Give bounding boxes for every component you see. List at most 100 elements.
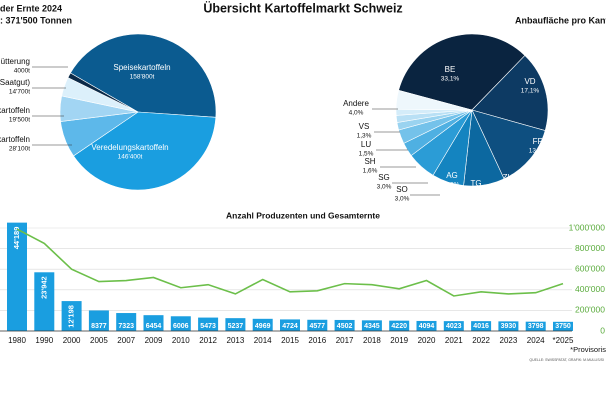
bar-value-label: 44'189 — [12, 227, 21, 250]
bar-value-label: 3798 — [528, 323, 544, 330]
slice-value-label: 17,1% — [521, 88, 540, 95]
bar — [416, 320, 437, 331]
slice-value-label: 6,2% — [445, 182, 460, 189]
bar — [7, 222, 27, 331]
x-tick-label: *2025 — [553, 336, 574, 345]
pie-slice — [398, 33, 526, 111]
bar — [225, 318, 246, 331]
bar — [252, 318, 273, 331]
bar — [553, 321, 573, 331]
x-tick-label: 2022 — [472, 336, 490, 345]
slice-value-label: 6,8% — [469, 190, 484, 197]
source: QUELLE: SWISSPATAT, GRAFIK: M.MULLIS/SI — [529, 358, 604, 362]
slice-label: AG — [446, 171, 458, 180]
bar-value-label: 5237 — [228, 323, 244, 330]
footnote: *Provisoris — [570, 345, 606, 354]
bar — [471, 321, 492, 331]
slice-label: VS — [359, 122, 370, 131]
main-title: Übersicht Kartoffelmarkt Schweiz — [203, 0, 402, 15]
bar-value-label: 12'198 — [67, 305, 76, 328]
bar — [361, 320, 382, 331]
bar-value-label: 23'942 — [39, 276, 48, 299]
bar — [143, 315, 164, 331]
x-tick-label: 2012 — [199, 336, 217, 345]
y2-tick-label: 400'000 — [575, 284, 605, 294]
pie-slice — [471, 55, 549, 131]
x-tick-label: 2024 — [527, 336, 545, 345]
bar-value-label: 7323 — [118, 323, 134, 330]
bar-value-label: 4577 — [310, 323, 326, 330]
slice-value-label: 146'400t — [118, 154, 143, 161]
bar-value-label: 4023 — [446, 323, 462, 330]
x-tick-label: 2017 — [336, 336, 354, 345]
bar-value-label: 6006 — [173, 323, 189, 330]
slice-value-label: 28'100t — [9, 146, 30, 153]
slice-label: SH — [364, 157, 375, 166]
combo-title: Anzahl Produzenten und Gesamternte — [226, 210, 380, 220]
slice-value-label: 14'700t — [9, 89, 30, 96]
slice-label: FR — [533, 137, 544, 146]
bar — [498, 321, 519, 331]
y2-tick-label: 0 — [600, 325, 605, 335]
bar-value-label: 4016 — [473, 323, 489, 330]
pie-title: der Ernte 2024 — [0, 3, 62, 13]
pie-slice — [70, 33, 217, 118]
bar-value-label: 3930 — [501, 323, 517, 330]
slice-value-label: 158'800t — [130, 74, 155, 81]
slice-label: Andere — [343, 99, 369, 108]
pie-title: Anbaufläche pro Kanton — [515, 15, 606, 25]
x-tick-label: 2021 — [445, 336, 463, 345]
bar — [280, 319, 300, 331]
pie-slice — [471, 109, 546, 180]
bar — [389, 320, 410, 331]
bar-value-label: 4969 — [255, 323, 271, 330]
bar-value-label: 8377 — [91, 323, 107, 330]
x-tick-label: 2020 — [418, 336, 436, 345]
slice-label: ütterung — [1, 57, 30, 66]
slice-value-label: 8,7% — [501, 184, 516, 191]
bar — [334, 319, 355, 331]
x-tick-label: 1980 — [8, 336, 26, 345]
slice-value-label: 19'500t — [9, 117, 30, 124]
x-tick-label: 2005 — [90, 336, 108, 345]
bar-value-label: 6454 — [146, 323, 162, 330]
slice-label: (Saatgut) — [0, 78, 30, 87]
y2-tick-label: 600'000 — [575, 263, 605, 273]
y2-tick-label: 1'000'000 — [569, 222, 606, 232]
x-tick-label: 2010 — [172, 336, 190, 345]
x-tick-label: 2013 — [227, 336, 245, 345]
slice-label: LU — [361, 140, 371, 149]
bar-value-label: 4094 — [419, 323, 435, 330]
x-tick-label: 2023 — [500, 336, 518, 345]
slice-label: Speisekartoffeln — [113, 63, 170, 72]
slice-label: BE — [445, 65, 456, 74]
bar — [443, 321, 464, 331]
x-tick-label: 2000 — [63, 336, 81, 345]
bar — [170, 316, 191, 331]
slice-value-label: 1,3% — [357, 133, 372, 140]
x-tick-label: 2014 — [254, 336, 272, 345]
bar — [307, 319, 328, 331]
slice-value-label: 33,1% — [441, 76, 460, 83]
slice-value-label: 3,0% — [395, 196, 410, 203]
slice-value-label: 4000t — [14, 68, 30, 75]
slice-label: TG — [470, 179, 481, 188]
slice-label: ZH — [503, 173, 514, 182]
slice-value-label: 13,7% — [529, 148, 548, 155]
bar-value-label: 3750 — [555, 323, 571, 330]
slice-value-label: 1,6% — [363, 168, 378, 175]
x-tick-label: 2015 — [281, 336, 299, 345]
bar-value-label: 4502 — [337, 323, 353, 330]
bar — [88, 310, 109, 331]
slice-value-label: 4,0% — [349, 110, 364, 117]
x-tick-label: 2007 — [117, 336, 135, 345]
x-tick-label: 2009 — [145, 336, 163, 345]
bar — [34, 272, 55, 331]
slice-label: SO — [396, 185, 408, 194]
bar-value-label: 4220 — [391, 323, 407, 330]
bar-value-label: 5473 — [200, 323, 216, 330]
pie-slice — [73, 111, 217, 191]
bar — [116, 313, 137, 331]
